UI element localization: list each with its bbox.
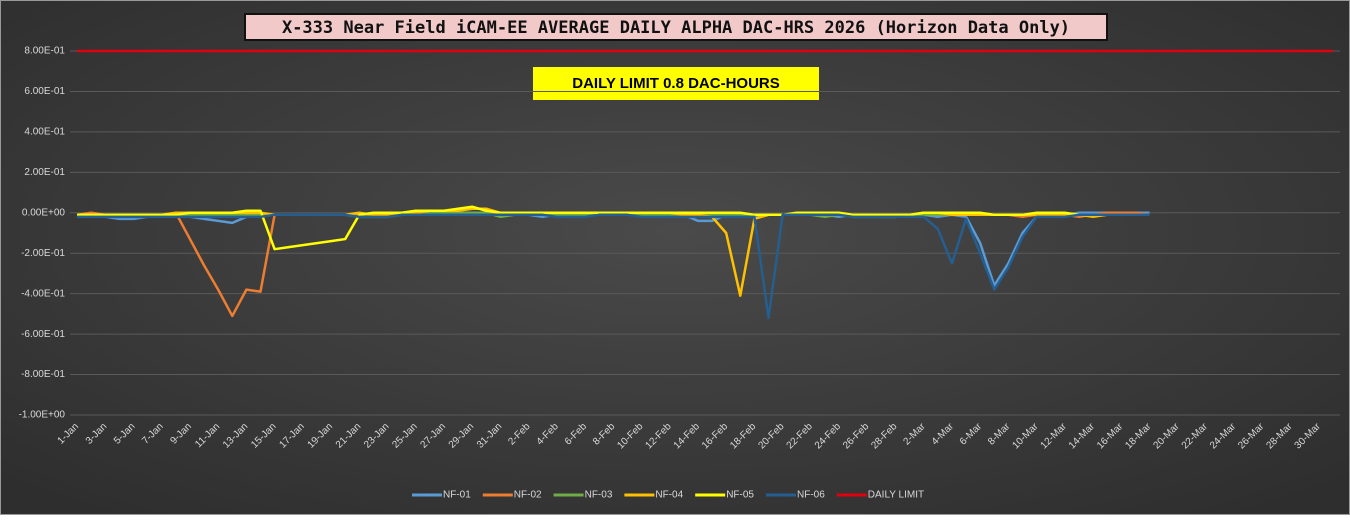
legend-label: DAILY LIMIT	[868, 490, 924, 501]
legend-label: NF-05	[726, 490, 754, 501]
y-tick-label: -1.00E+00	[19, 410, 66, 421]
y-tick-label: 6.00E-01	[24, 86, 65, 97]
title-box	[244, 13, 1108, 41]
annotation-box	[533, 67, 819, 100]
legend-label: NF-01	[443, 490, 471, 501]
y-tick-label: -6.00E-01	[21, 329, 65, 340]
y-tick-label: -8.00E-01	[21, 369, 65, 380]
annotation: DAILY LIMIT 0.8 DAC-HOURS	[572, 75, 780, 92]
legend-label: NF-06	[797, 490, 825, 501]
y-tick-label: 2.00E-01	[24, 167, 65, 178]
legend-label: NF-04	[655, 490, 683, 501]
legend: NF-01 NF-02 NF-03 NF-04 NF-05 NF-06 DAILY LIMI…	[412, 490, 924, 501]
series-line	[77, 213, 1150, 320]
y-tick-label: 8.00E-01	[24, 46, 65, 57]
y-tick-label: 0.00E+00	[22, 207, 66, 218]
y-tick-label: -2.00E-01	[21, 248, 65, 259]
y-tick-label: -4.00E-01	[21, 288, 65, 299]
series-line	[77, 205, 1150, 251]
legend-label: NF-03	[585, 490, 613, 501]
chart-title: X-333 Near Field iCAM-EE AVERAGE DAILY A…	[282, 18, 1070, 38]
legend-label: NF-02	[514, 490, 542, 501]
y-tick-label: 4.00E-01	[24, 127, 65, 138]
